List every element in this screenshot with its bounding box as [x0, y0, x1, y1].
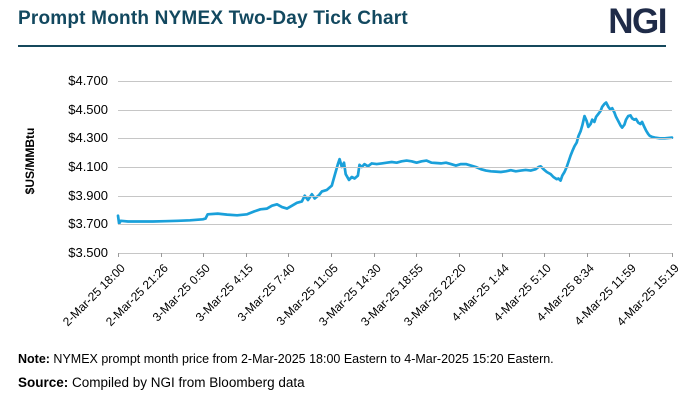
y-tick-label: $3.500: [68, 245, 108, 260]
note-line: Note: NYMEX prompt month price from 2-Ma…: [18, 352, 554, 366]
gridline: [118, 81, 672, 82]
x-tick-mark: [416, 253, 418, 257]
x-tick-mark: [331, 253, 333, 257]
x-tick-mark: [586, 253, 588, 257]
header-divider: [18, 45, 666, 47]
note-label: Note:: [18, 352, 50, 366]
source-line: Source: Compiled by NGI from Bloomberg d…: [18, 375, 305, 390]
gridline: [118, 167, 672, 168]
gridline: [118, 195, 672, 197]
x-tick-mark: [288, 253, 290, 257]
x-tick-mark: [245, 253, 247, 257]
x-tick-mark: [203, 253, 205, 257]
x-tick-mark: [373, 253, 375, 257]
y-tick-label: $4.700: [68, 73, 108, 88]
ngi-logo: NGI: [608, 2, 667, 41]
gridline: [118, 224, 672, 226]
y-tick-label: $4.300: [68, 130, 108, 146]
x-tick-mark: [118, 253, 119, 257]
y-tick-label: $3.900: [68, 187, 108, 203]
gridline: [118, 109, 672, 111]
y-axis-tick-labels: $4.700 $4.500 $4.300 $4.100 $3.900 $3.700 $3.5…: [30, 73, 108, 260]
plot-area: [116, 81, 674, 254]
note-text: NYMEX prompt month price from 2-Mar-2025…: [49, 352, 554, 366]
source-text: Compiled by NGI from Bloomberg data: [68, 375, 305, 390]
page-title: Prompt Month NYMEX Two-Day Tick Chart: [18, 8, 408, 29]
x-tick-mark: [629, 253, 631, 257]
y-tick-label: $4.500: [68, 101, 108, 117]
y-tick-label: $4.100: [68, 159, 108, 174]
price-line-chart: [116, 101, 674, 225]
y-tick-label: $3.700: [68, 216, 108, 232]
gridline: [118, 253, 672, 254]
x-tick-mark: [458, 253, 460, 257]
x-tick-mark: [672, 253, 673, 257]
x-tick-mark: [544, 253, 546, 257]
price-line: [116, 101, 674, 225]
gridline: [118, 138, 672, 140]
x-tick-mark: [160, 253, 162, 257]
source-label: Source:: [18, 375, 69, 390]
x-tick-mark: [501, 253, 503, 257]
